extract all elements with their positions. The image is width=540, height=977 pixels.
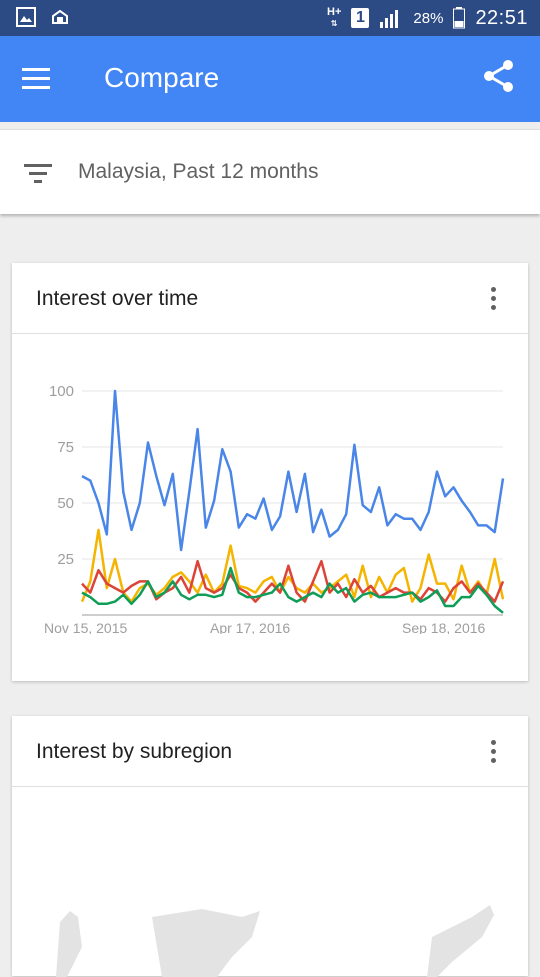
y-tick-label: 75 [57,439,74,456]
subregion-map[interactable] [12,787,528,977]
y-tick-label: 50 [57,495,74,512]
y-tick-label: 25 [57,551,74,568]
clock: 22:51 [475,6,528,29]
map-land-east [427,905,494,977]
sim-slot-badge: 1 [351,8,370,28]
y-tick-label: 100 [49,383,74,400]
card-title: Interest by subregion [36,740,233,763]
x-tick-label: Apr 17, 2016 [210,620,290,634]
filter-icon[interactable] [24,162,52,184]
more-vert-icon[interactable] [488,740,498,766]
filter-bar[interactable]: Malaysia, Past 12 months [0,129,540,214]
battery-percent: 28% [413,9,444,27]
x-tick-label: Sep 18, 2016 [402,620,486,634]
card-header: Interest over time [12,263,528,334]
app-bar: Compare [0,36,540,122]
interest-over-time-card: Interest over time 25 50 75 100 Nov 15, 2015… [12,263,528,681]
signal-icon [380,10,399,28]
x-tick-label: Nov 15, 2015 [44,620,127,634]
card-title: Interest over time [36,287,199,310]
share-icon[interactable] [482,58,516,94]
status-bar: H+ ⇅ 1 28% 22:51 [0,0,540,36]
series-line-3[interactable] [81,566,504,614]
map-land-center [152,909,260,977]
network-type-label: H+ [327,6,342,18]
map-land-west [56,911,82,977]
series-line-0[interactable] [81,389,505,552]
more-vert-icon[interactable] [488,287,498,313]
interest-line-chart: 25 50 75 100 Nov 15, 2015 Apr 17, 2016 Sep 18,… [44,383,505,634]
interest-by-subregion-card: Interest by subregion [12,716,528,977]
card-header: Interest by subregion [12,716,528,787]
gallery-icon [16,7,36,27]
battery-icon [453,7,466,29]
series-line-1[interactable] [80,528,505,603]
page-title: Compare [104,62,220,93]
cloud-icon [52,9,68,24]
menu-icon[interactable] [22,62,62,98]
filter-summary[interactable]: Malaysia, Past 12 months [78,160,319,183]
network-type: H+ ⇅ [327,6,342,29]
